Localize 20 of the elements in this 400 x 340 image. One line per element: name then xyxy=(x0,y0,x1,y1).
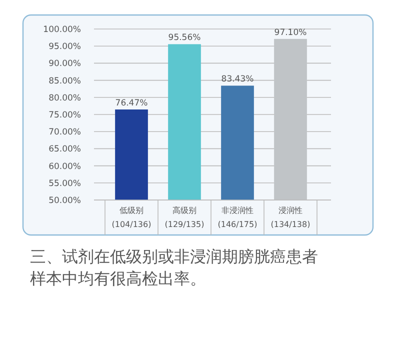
y-tick-label: 80.00% xyxy=(48,93,81,104)
y-tick-label: 90.00% xyxy=(48,59,81,70)
x-tick-label: 非浸润性 (146/175) xyxy=(218,206,258,229)
y-tick-label: 75.00% xyxy=(48,110,81,120)
data-label: 76.47% xyxy=(115,98,148,108)
y-tick-label: 55.00% xyxy=(48,178,81,189)
y-tick-label: 70.00% xyxy=(48,128,81,138)
y-tick-label: 50.00% xyxy=(48,196,81,206)
y-tick-label: 100.00% xyxy=(43,25,81,35)
y-tick-label: 60.00% xyxy=(48,162,81,172)
y-tick-label: 85.00% xyxy=(48,76,81,86)
x-tick-label: 浸润性 (134/138) xyxy=(270,206,310,229)
x-tick-label: 高级别 (129/135) xyxy=(164,206,204,229)
data-label: 97.10% xyxy=(274,28,307,38)
x-tick-label: 低级别 (104/136) xyxy=(112,206,152,229)
data-label: 83.43% xyxy=(221,74,254,85)
text: 三、试剂在低级别或非浸润期膀胱癌患者样本中均有很高检出率。 xyxy=(30,247,318,288)
y-tick-label: 95.00% xyxy=(48,42,81,52)
y-tick-label: 65.00% xyxy=(48,144,81,155)
data-label: 95.56% xyxy=(168,33,201,44)
